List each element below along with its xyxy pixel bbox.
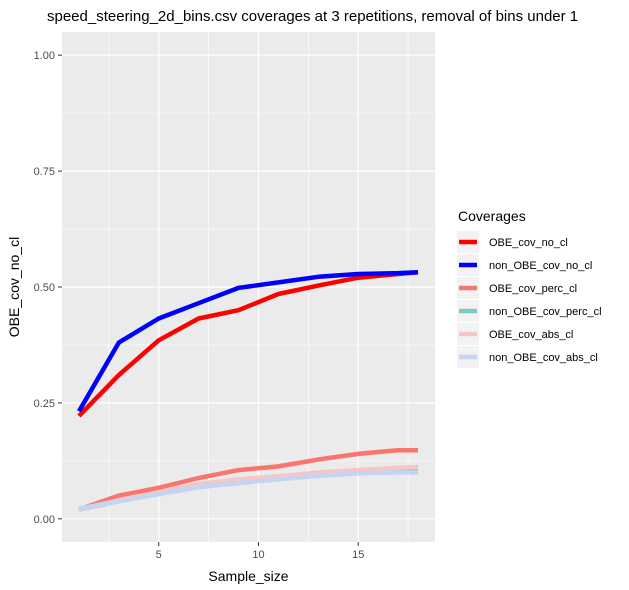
legend-title: Coverages <box>458 208 526 224</box>
series-line-non-obe-cov-no-cl <box>77 269 419 413</box>
y-axis-title: OBE_cov_no_cl <box>6 237 22 337</box>
y-tick-label: 1.00 <box>34 50 55 62</box>
legend: Coverages OBE_cov_no_cl non_OBE_cov_no_cl… <box>456 208 621 369</box>
series-line-non-obe-cov-abs-cl <box>78 470 418 511</box>
series-line-obe-cov-perc-cl <box>78 447 418 512</box>
legend-background <box>456 231 621 369</box>
legend-label: non_OBE_cov_perc_cl <box>489 306 602 318</box>
chart-title: speed_steering_2d_bins.csv coverages at … <box>47 8 578 25</box>
legend-label: OBE_cov_perc_cl <box>489 283 577 295</box>
y-axis: 0.00 0.25 0.50 0.75 1.00 <box>34 50 62 526</box>
y-tick-label: 0.00 <box>34 514 55 526</box>
x-tick-label: 10 <box>252 549 264 561</box>
legend-label: non_OBE_cov_no_cl <box>489 260 592 272</box>
y-tick-label: 0.75 <box>34 166 55 178</box>
legend-label: OBE_cov_abs_cl <box>489 329 573 341</box>
x-tick-label: 15 <box>352 549 364 561</box>
legend-label: OBE_cov_no_cl <box>489 237 568 249</box>
x-axis: 5 10 15 <box>156 542 364 561</box>
series-lines <box>77 269 419 512</box>
y-tick-label: 0.25 <box>34 398 55 410</box>
series-line-obe-cov-no-cl <box>77 269 419 418</box>
x-tick-label: 5 <box>156 549 162 561</box>
legend-label: non_OBE_cov_abs_cl <box>489 352 598 364</box>
y-tick-label: 0.50 <box>34 282 55 294</box>
x-axis-title: Sample_size <box>208 568 288 584</box>
